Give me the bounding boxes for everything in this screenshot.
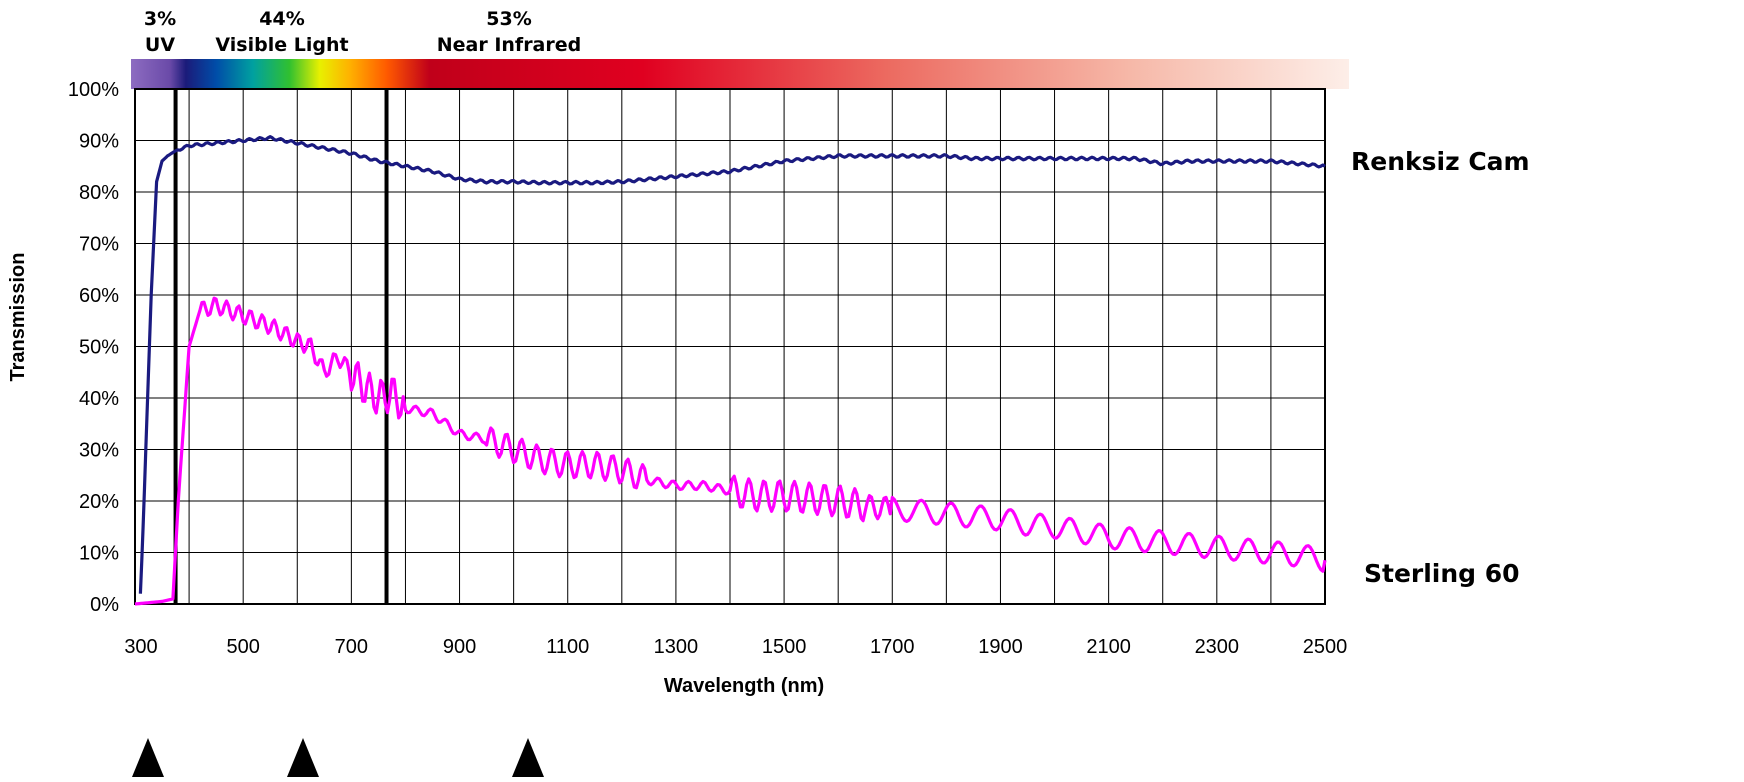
series-lines	[134, 135, 1327, 606]
x-tick-labels: 300 500 700 900 1100 1300 1500 1700 1900 2100 2300…	[124, 636, 1347, 658]
x-tick-label: 2500	[1303, 636, 1348, 658]
y-tick-label: 100%	[68, 79, 119, 101]
y-tick-label: 10%	[79, 543, 119, 565]
up-arrow-icon	[287, 738, 319, 777]
x-tick-label: 1900	[978, 636, 1023, 658]
y-tick-label: 40%	[79, 388, 119, 410]
series-line-2	[134, 296, 1327, 606]
band-percent-label: 3%	[144, 8, 176, 30]
x-tick-label: 900	[443, 636, 476, 658]
band-name-label: UV	[145, 34, 175, 56]
y-tick-label: 20%	[79, 491, 119, 513]
x-tick-label: 2300	[1195, 636, 1240, 658]
x-tick-label: 500	[226, 636, 259, 658]
series-line-1	[138, 135, 1326, 594]
y-tick-label: 0%	[90, 594, 119, 616]
x-tick-label: 1500	[762, 636, 807, 658]
y-axis-title: Transmission	[7, 253, 29, 382]
series-label: Renksiz Cam	[1351, 147, 1530, 176]
spectrum-bar	[131, 59, 1349, 89]
y-tick-label: 50%	[79, 337, 119, 359]
x-tick-label: 700	[335, 636, 368, 658]
x-axis-title: Wavelength (nm)	[664, 675, 824, 697]
band-percent-label: 53%	[486, 8, 531, 30]
spectrum-band-labels: 3% UV 44% Visible Light 53% Near Infrared	[144, 8, 581, 56]
y-tick-label: 90%	[79, 131, 119, 153]
up-arrow-icon	[132, 738, 164, 777]
y-tick-label: 30%	[79, 440, 119, 462]
y-tick-label: 70%	[79, 234, 119, 256]
y-tick-label: 80%	[79, 182, 119, 204]
band-name-label: Visible Light	[215, 34, 348, 56]
series-labels: Renksiz Cam Sterling 60	[1351, 147, 1530, 588]
x-tick-label: 300	[124, 636, 157, 658]
x-tick-label: 1700	[870, 636, 915, 658]
band-boundary-lines	[173, 89, 389, 604]
band-percent-label: 44%	[259, 8, 304, 30]
y-tick-labels: 0% 10% 20% 30% 40% 50% 60% 70% 80% 90% 100%	[68, 79, 119, 616]
series-label: Sterling 60	[1364, 559, 1520, 588]
band-name-label: Near Infrared	[437, 34, 582, 56]
x-tick-label: 2100	[1086, 636, 1131, 658]
plot-frame	[134, 88, 1326, 605]
x-tick-label: 1300	[654, 636, 699, 658]
x-tick-label: 1100	[546, 636, 589, 658]
y-tick-label: 60%	[79, 285, 119, 307]
up-arrow-icon	[512, 738, 544, 777]
arrow-markers	[132, 738, 544, 777]
